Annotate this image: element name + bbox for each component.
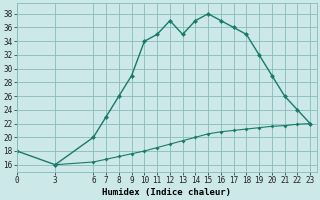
X-axis label: Humidex (Indice chaleur): Humidex (Indice chaleur) — [102, 188, 231, 197]
